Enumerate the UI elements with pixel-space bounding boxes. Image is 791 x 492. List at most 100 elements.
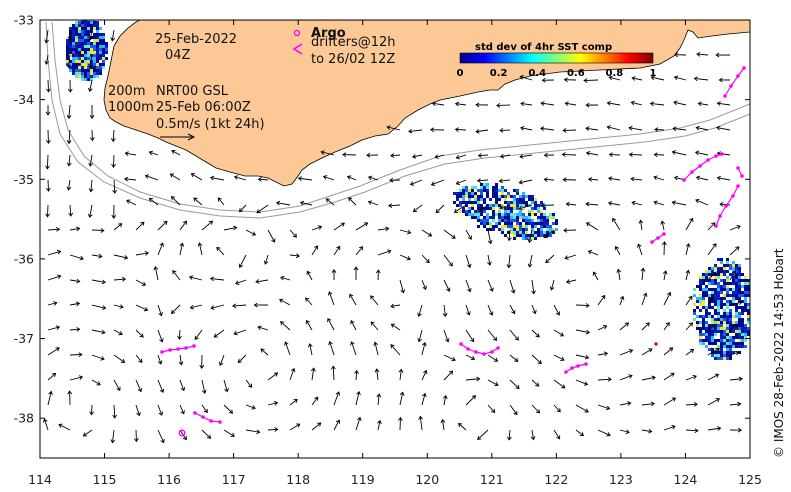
sst-cell — [720, 348, 723, 351]
sst-cell — [465, 210, 468, 213]
sst-cell — [708, 267, 711, 270]
current-vector — [399, 254, 411, 260]
x-tick-label: 118 — [286, 472, 310, 487]
current-vector-head — [177, 335, 182, 340]
sst-cell — [99, 69, 102, 72]
sst-cell — [738, 294, 741, 297]
sst-cell — [516, 234, 519, 237]
current-vector-head — [110, 439, 116, 444]
current-vector — [267, 372, 278, 381]
current-vector — [641, 429, 652, 433]
current-vector-head — [163, 220, 168, 225]
sst-cell — [537, 222, 540, 225]
current-vector-head — [66, 140, 72, 145]
sst-cell — [720, 327, 723, 330]
sst-cell — [99, 45, 102, 48]
sst-cell — [732, 267, 735, 270]
sst-cell — [720, 297, 723, 300]
drifter-point — [706, 158, 710, 162]
current-vector — [333, 222, 345, 231]
current-vector-head — [89, 411, 94, 416]
current-vector-head — [48, 390, 53, 396]
current-vector — [543, 229, 555, 239]
sst-cell — [705, 306, 708, 309]
sst-cell — [723, 264, 726, 267]
sst-cell — [498, 195, 501, 198]
sst-cell — [717, 297, 720, 300]
current-vector — [443, 279, 450, 292]
sst-cell — [711, 282, 714, 285]
current-vector — [584, 79, 599, 82]
sst-cell — [69, 66, 72, 69]
sst-cell — [732, 345, 735, 348]
sst-cell — [702, 294, 705, 297]
sst-cell — [543, 222, 546, 225]
sst-cell — [84, 51, 87, 54]
sst-cell — [747, 294, 750, 297]
sst-cell — [99, 66, 102, 69]
sst-cell — [726, 303, 729, 306]
current-vector — [672, 201, 687, 206]
current-vector — [619, 402, 631, 406]
current-vector — [597, 352, 608, 356]
current-vector — [280, 321, 291, 331]
sst-cell — [744, 303, 747, 306]
sst-cell — [486, 216, 489, 219]
current-vector-head — [564, 255, 569, 260]
current-vector-head — [89, 137, 95, 142]
sst-cell — [492, 207, 495, 210]
current-vector-head — [111, 137, 116, 143]
current-vector-head — [82, 432, 88, 437]
sst-cell — [744, 297, 747, 300]
current-vector — [201, 404, 208, 413]
current-vector-head — [335, 419, 341, 424]
current-vector-head — [322, 175, 328, 180]
current-vector — [223, 429, 235, 437]
sst-cell — [483, 210, 486, 213]
current-vector — [194, 329, 203, 340]
sst-cell — [492, 204, 495, 207]
current-vector-head — [429, 127, 435, 133]
current-vector-head — [671, 150, 676, 155]
sst-cell — [504, 219, 507, 222]
sst-cell — [720, 273, 723, 276]
sst-cell — [519, 231, 522, 234]
sst-cell — [99, 36, 102, 39]
sst-cell — [90, 60, 93, 63]
sst-cell — [522, 234, 525, 237]
sst-cell — [513, 219, 516, 222]
current-vector — [135, 379, 142, 392]
sst-cell — [723, 327, 726, 330]
sst-cell — [729, 321, 732, 324]
sst-cell — [507, 192, 510, 195]
current-vector — [418, 329, 423, 342]
sst-cell — [66, 51, 69, 54]
sst-cell — [705, 276, 708, 279]
sst-cell — [480, 189, 483, 192]
sst-cell — [729, 339, 732, 342]
current-vector-head — [440, 418, 446, 424]
current-vector — [631, 178, 643, 181]
current-vector-head — [279, 298, 284, 303]
sst-cell — [516, 207, 519, 210]
current-vector — [421, 342, 426, 356]
sst-cell — [702, 339, 705, 342]
sst-cell — [702, 321, 705, 324]
sst-cell — [510, 195, 513, 198]
sst-cell — [480, 198, 483, 201]
current-vector-head — [498, 178, 503, 184]
sst-cell — [462, 192, 465, 195]
current-vector-head — [671, 424, 676, 430]
current-vector — [509, 304, 515, 314]
current-vector — [443, 329, 449, 342]
sst-cell — [81, 24, 84, 27]
drifter-point — [482, 352, 486, 356]
drifter-point — [218, 420, 222, 424]
current-vector — [455, 129, 467, 131]
sst-cell — [531, 228, 534, 231]
sst-cell — [465, 201, 468, 204]
current-vector-head — [189, 304, 194, 310]
current-vector — [289, 399, 298, 406]
current-vector-head — [101, 329, 106, 335]
current-vector — [239, 254, 247, 268]
